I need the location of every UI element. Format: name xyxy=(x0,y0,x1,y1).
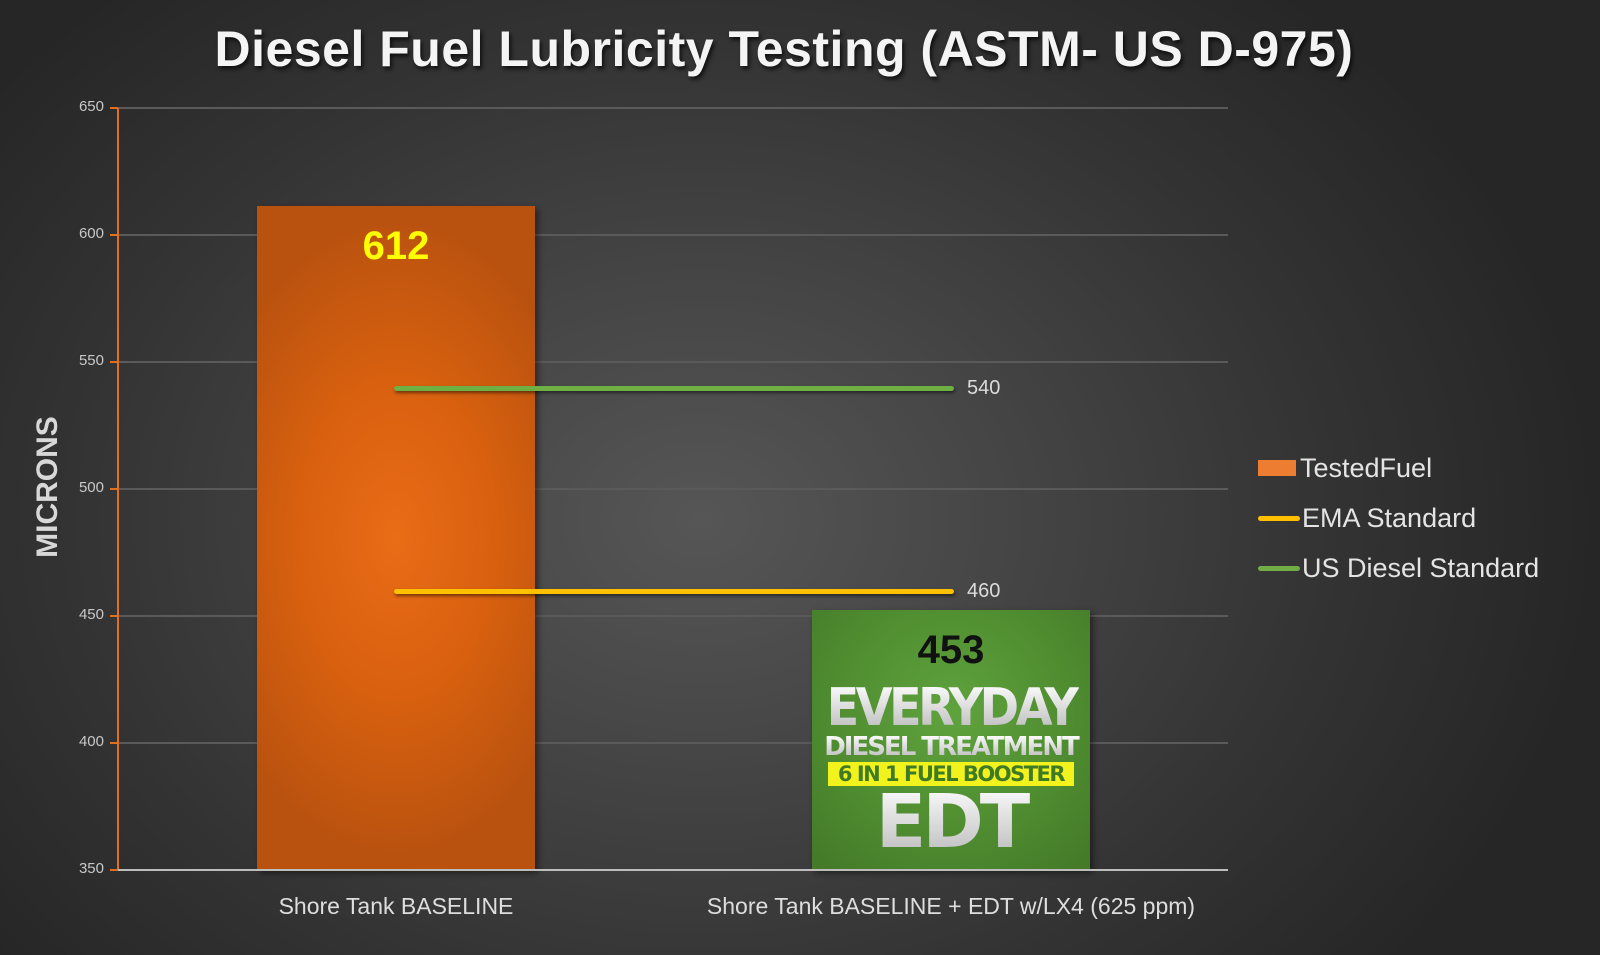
edt-logo-fuel-booster: 6 IN 1 FUEL BOOSTER xyxy=(828,762,1074,786)
tick-mark xyxy=(110,107,118,109)
y-tick-label: 400 xyxy=(78,733,104,750)
legend-item-us-diesel-standard: US Diesel Standard xyxy=(1258,543,1539,593)
x-axis xyxy=(118,869,1228,871)
bar-value-label: 612 xyxy=(362,224,430,268)
legend-label: TestedFuel xyxy=(1300,452,1433,483)
y-tick-label: 550 xyxy=(78,352,104,369)
legend-item-tested-fuel: TestedFuel xyxy=(1258,443,1539,493)
edt-logo-diesel-treatment: DIESEL TREATMENT xyxy=(812,734,1090,760)
legend-swatch-icon xyxy=(1258,460,1296,476)
ema-standard-line xyxy=(394,589,954,594)
tick-mark xyxy=(110,488,118,490)
us-diesel-standard-value: 540 xyxy=(967,377,1001,399)
gridline-650 xyxy=(118,107,1228,109)
legend-label: US Diesel Standard xyxy=(1302,552,1540,583)
tick-mark xyxy=(110,361,118,363)
legend: TestedFuel EMA Standard US Diesel Standa… xyxy=(1258,443,1539,593)
gridline-450 xyxy=(118,615,1228,617)
gridline-400 xyxy=(118,742,1228,744)
bar-shore-tank-baseline: 612 xyxy=(257,206,535,870)
us-diesel-standard-line xyxy=(394,386,954,391)
bar-shore-tank-edt: 453 EVERYDAY DIESEL TREATMENT 6 IN 1 FUE… xyxy=(812,610,1090,870)
chart-title: Diesel Fuel Lubricity Testing (ASTM- US … xyxy=(214,21,1354,77)
tick-mark xyxy=(110,742,118,744)
y-tick-label: 600 xyxy=(78,225,104,242)
gridline-500 xyxy=(118,488,1228,490)
gridline-600 xyxy=(118,234,1228,236)
y-tick-label: 650 xyxy=(78,98,104,115)
tick-mark xyxy=(110,234,118,236)
y-axis xyxy=(117,108,119,871)
x-category-label: Shore Tank BASELINE + EDT w/LX4 (625 ppm… xyxy=(706,893,1196,919)
legend-label: EMA Standard xyxy=(1302,502,1477,533)
tick-mark xyxy=(110,869,118,871)
ema-standard-value: 460 xyxy=(967,580,1001,602)
edt-logo-edt: EDT xyxy=(812,782,1090,862)
legend-line-icon xyxy=(1258,515,1300,521)
tick-mark xyxy=(110,615,118,617)
legend-item-ema-standard: EMA Standard xyxy=(1258,493,1539,543)
y-tick-label: 350 xyxy=(78,860,104,877)
legend-line-icon xyxy=(1258,565,1300,571)
x-category-label: Shore Tank BASELINE xyxy=(278,893,514,919)
edt-logo-everyday: EVERYDAY xyxy=(823,682,1079,734)
y-tick-label: 500 xyxy=(78,479,104,496)
gridline-550 xyxy=(118,361,1228,363)
y-tick-label: 450 xyxy=(78,606,104,623)
bar-value-label: 453 xyxy=(917,628,985,672)
